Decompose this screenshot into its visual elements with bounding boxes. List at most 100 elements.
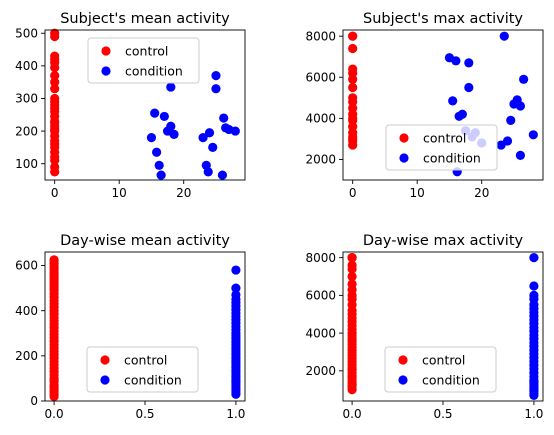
point-condition — [217, 170, 228, 180]
point-condition — [499, 31, 509, 41]
legend-label-condition: condition — [124, 372, 182, 387]
point-condition — [152, 147, 162, 157]
point-control — [50, 152, 60, 162]
point-control — [50, 162, 60, 172]
point-control — [50, 139, 60, 149]
point-condition — [198, 133, 208, 143]
legend-label-control: control — [423, 130, 466, 145]
chart-panel-4: Day-wise max activity 0.0 0.5 1.0 2000 4000 60… — [305, 233, 543, 421]
legend-box — [385, 124, 498, 171]
chart-panel-2: Subject's max activity 0 10 20 2000 4000 6000 8… — [305, 11, 544, 200]
x-tick-label: 0.0 — [45, 407, 64, 421]
legend: control condition — [384, 346, 497, 393]
x-tick-label: 1.0 — [226, 407, 245, 421]
y-tick-label: 600 — [15, 259, 38, 273]
x-tick-label: 20 — [474, 186, 489, 200]
chart-panel-1: Subject's mean activity 0 10 20 100 200 300 400… — [15, 11, 246, 200]
y-tick-label: 6000 — [305, 289, 336, 303]
x-tick-label: 0 — [349, 186, 357, 200]
point-condition — [150, 108, 160, 118]
point-condition — [464, 58, 474, 68]
legend-marker-control — [101, 46, 111, 56]
point-control — [348, 136, 358, 146]
point-condition — [159, 111, 169, 122]
point-control — [50, 51, 60, 61]
point-control — [348, 31, 358, 41]
point-control — [49, 374, 59, 385]
point-condition — [231, 290, 241, 300]
x-tick-label: 0 — [51, 186, 59, 200]
point-condition — [211, 71, 221, 81]
point-control — [347, 364, 357, 374]
point-condition — [211, 84, 221, 94]
x-tick-label: 10 — [410, 186, 425, 200]
x-tick-label: 0.5 — [135, 407, 154, 421]
y-tick-label: 2000 — [305, 364, 336, 378]
x-tick-label: 0.5 — [433, 407, 452, 421]
legend-marker-condition — [100, 375, 110, 385]
point-control — [347, 260, 357, 270]
legend-box — [87, 37, 200, 84]
point-condition — [528, 130, 538, 140]
chart-title: Subject's max activity — [363, 11, 523, 27]
point-condition — [529, 281, 539, 291]
point-control — [347, 380, 357, 390]
point-condition — [219, 113, 229, 123]
x-tick-label: 1.0 — [524, 407, 543, 421]
point-condition — [502, 136, 513, 146]
legend-label-control: control — [422, 352, 465, 367]
y-tick-label: 400 — [15, 304, 38, 318]
point-condition — [166, 121, 176, 131]
point-condition — [208, 142, 218, 152]
point-condition — [515, 150, 526, 160]
point-control — [347, 371, 357, 382]
point-control — [347, 271, 357, 282]
y-tick-label: 8000 — [305, 251, 336, 265]
legend-box — [86, 346, 199, 393]
point-condition — [231, 265, 241, 275]
point-control — [50, 28, 60, 38]
y-tick-label: 8000 — [305, 29, 336, 43]
y-tick-label: 300 — [15, 92, 38, 106]
chart-panel-3: Day-wise mean activity 0.0 0.5 1.0 0 200 400 60… — [15, 233, 245, 421]
point-condition — [166, 82, 176, 92]
point-condition — [519, 74, 529, 84]
point-condition — [529, 253, 539, 263]
legend-box — [384, 346, 497, 393]
legend: control condition — [87, 37, 200, 84]
chart-title: Day-wise max activity — [363, 233, 524, 249]
y-tick-label: 4000 — [305, 112, 336, 126]
axes-frame — [342, 29, 544, 181]
point-control — [347, 253, 357, 263]
legend-marker-control — [100, 355, 110, 365]
legend-marker-condition — [399, 153, 409, 163]
legend: control condition — [86, 346, 199, 393]
y-tick-label: 500 — [15, 26, 38, 40]
point-control — [348, 64, 358, 74]
point-condition — [451, 56, 461, 66]
point-control — [348, 82, 358, 93]
point-condition — [203, 167, 213, 177]
point-control — [50, 84, 60, 94]
x-tick-label: 20 — [176, 186, 191, 200]
y-tick-label: 0 — [30, 394, 38, 408]
legend-label-control: control — [125, 43, 168, 58]
x-tick-label: 10 — [112, 186, 127, 200]
point-control — [50, 71, 60, 81]
point-condition — [230, 126, 240, 136]
point-condition — [529, 377, 539, 387]
y-tick-label: 4000 — [305, 326, 336, 340]
point-condition — [506, 115, 516, 126]
legend-label-condition: condition — [125, 63, 183, 78]
y-tick-label: 2000 — [305, 153, 336, 167]
point-condition — [464, 82, 474, 93]
point-control — [50, 118, 60, 128]
point-control — [348, 113, 358, 123]
legend-marker-condition — [398, 375, 408, 385]
legend-label-condition: condition — [423, 150, 481, 165]
point-condition — [204, 128, 215, 138]
legend-label-condition: condition — [422, 372, 480, 387]
y-tick-label: 400 — [15, 59, 38, 73]
legend: control condition — [385, 124, 498, 171]
